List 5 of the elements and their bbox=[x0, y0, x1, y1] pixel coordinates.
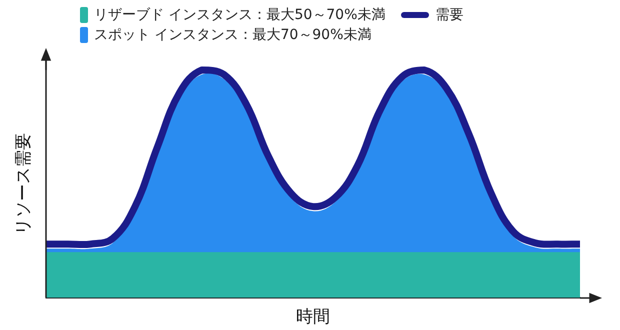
legend-label: リザーブド インスタンス：最大50～70%未満 bbox=[94, 6, 386, 24]
y-axis-title: リソース需要 bbox=[13, 132, 34, 235]
legend-label: スポット インスタンス：最大70～90%未満 bbox=[94, 26, 372, 44]
legend-label: 需要 bbox=[435, 6, 464, 24]
x-axis-title: 時間 bbox=[296, 307, 330, 328]
